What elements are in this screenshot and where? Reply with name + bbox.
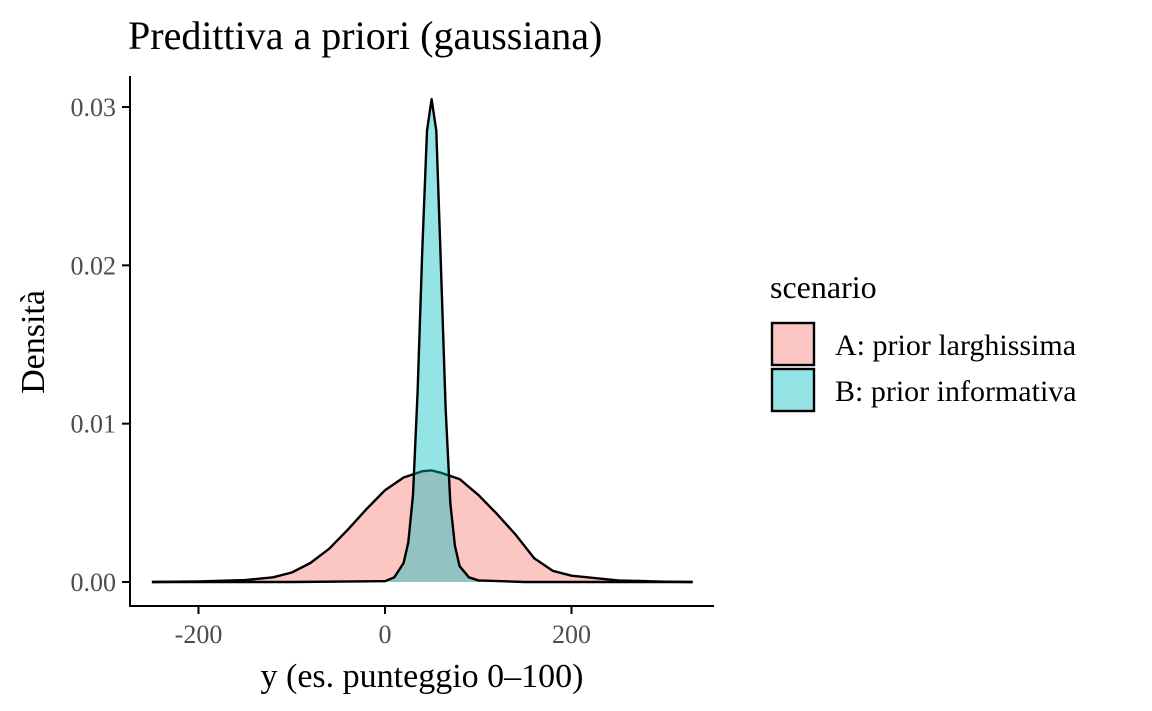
density-area-a [151,470,693,582]
legend-label-b: B: prior informativa [835,375,1077,408]
y-tick-label: 0.02 [71,251,117,280]
density-line-a [151,469,693,584]
x-ticks: -200 0 200 [175,606,591,649]
density-line-b [151,97,693,584]
x-tick-label: 0 [379,620,392,649]
y-axis-title: Densità [15,290,52,394]
y-ticks: 0.00 0.01 0.02 0.03 [71,93,130,597]
x-axis-title: y (es. punteggio 0–100) [261,658,584,695]
x-tick-label: -200 [175,620,223,649]
chart-title: Predittiva a priori (gaussiana) [128,13,602,58]
legend-key-a [770,321,816,367]
legend-title: scenario [770,269,877,305]
y-tick-label: 0.00 [71,568,117,597]
legend-key-background [772,369,814,411]
legend-label-a: A: prior larghissima [835,329,1076,362]
legend-items: A: prior larghissima B: prior informativa [770,321,1077,413]
y-tick-label: 0.01 [71,410,117,439]
density-area-b [151,99,693,582]
y-tick-label: 0.03 [71,93,117,122]
series-layer [151,97,693,584]
plot-area: -200 0 200 0.00 0.01 0.02 0.03 [71,76,714,649]
legend-key-background [772,323,814,365]
legend: scenario A: prior larghissima B: prior in… [770,269,1077,413]
x-tick-label: 200 [552,620,591,649]
legend-key-b [770,367,816,413]
